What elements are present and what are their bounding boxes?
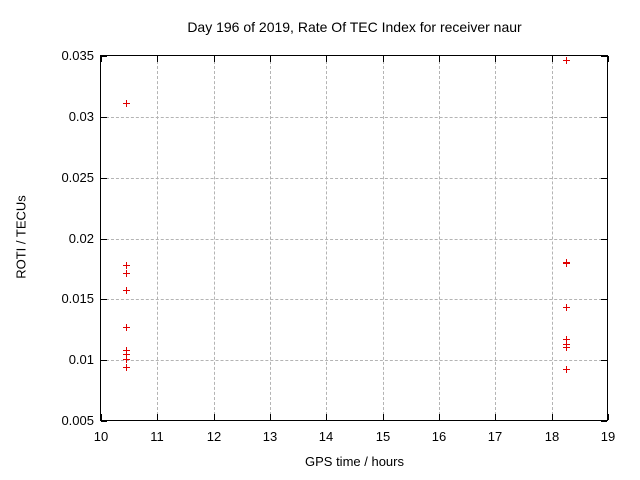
gridline-vertical (270, 56, 271, 420)
x-tick-mark (101, 414, 102, 420)
data-point (123, 364, 130, 371)
x-tick-mark (270, 414, 271, 420)
data-point (123, 270, 130, 277)
y-tick-mark (101, 239, 107, 240)
y-tick-label: 0.03 (68, 109, 94, 124)
y-tick-mark (101, 178, 107, 179)
x-tick-mark (608, 414, 609, 420)
x-tick-mark (326, 56, 327, 62)
gridline-horizontal (101, 360, 607, 361)
gridline-vertical (383, 56, 384, 420)
x-tick-label: 17 (487, 429, 503, 444)
data-point (123, 287, 130, 294)
x-tick-mark (326, 414, 327, 420)
y-tick-mark (601, 421, 607, 422)
x-tick-label: 13 (262, 429, 278, 444)
y-tick-mark (101, 299, 107, 300)
data-point (563, 260, 570, 267)
x-tick-mark (552, 56, 553, 62)
x-tick-mark (383, 414, 384, 420)
data-point (563, 336, 570, 343)
x-tick-mark (157, 414, 158, 420)
x-tick-mark (495, 414, 496, 420)
data-point (563, 57, 570, 64)
data-point (123, 351, 130, 358)
y-tick-label: 0.005 (61, 413, 94, 428)
x-tick-label: 14 (318, 429, 334, 444)
data-point (123, 100, 130, 107)
gridline-vertical (326, 56, 327, 420)
x-tick-mark (552, 414, 553, 420)
x-tick-label: 19 (600, 429, 616, 444)
x-tick-mark (608, 56, 609, 62)
x-tick-label: 11 (150, 429, 164, 444)
x-tick-mark (439, 414, 440, 420)
y-tick-label: 0.025 (61, 170, 94, 185)
gridline-vertical (439, 56, 440, 420)
y-tick-label: 0.01 (68, 352, 94, 367)
y-tick-mark (101, 117, 107, 118)
data-point (563, 344, 570, 351)
data-point (123, 356, 130, 363)
gridline-vertical (552, 56, 553, 420)
x-tick-mark (214, 56, 215, 62)
data-point (123, 324, 130, 331)
y-tick-mark (101, 360, 107, 361)
data-point (123, 347, 130, 354)
y-tick-mark (601, 56, 607, 57)
plot-area (100, 55, 609, 422)
x-tick-label: 18 (544, 429, 560, 444)
x-tick-mark (439, 56, 440, 62)
y-tick-mark (601, 178, 607, 179)
gridline-horizontal (101, 117, 607, 118)
x-tick-mark (157, 56, 158, 62)
x-tick-label: 16 (431, 429, 447, 444)
gridline-horizontal (101, 239, 607, 240)
gridline-vertical (495, 56, 496, 420)
data-point (563, 366, 570, 373)
x-tick-mark (270, 56, 271, 62)
x-tick-label: 15 (375, 429, 391, 444)
data-point (563, 304, 570, 311)
gridline-horizontal (101, 299, 607, 300)
y-tick-mark (601, 299, 607, 300)
y-tick-label: 0.035 (61, 48, 94, 63)
x-tick-label: 10 (93, 429, 109, 444)
y-tick-mark (601, 360, 607, 361)
x-axis-label: GPS time / hours (305, 454, 404, 469)
data-point (123, 262, 130, 269)
gridline-horizontal (101, 178, 607, 179)
x-tick-label: 12 (206, 429, 222, 444)
y-tick-mark (601, 117, 607, 118)
y-tick-mark (101, 56, 107, 57)
y-tick-mark (601, 239, 607, 240)
y-tick-mark (101, 421, 107, 422)
x-tick-mark (383, 56, 384, 62)
y-tick-label: 0.015 (61, 291, 94, 306)
chart-title: Day 196 of 2019, Rate Of TEC Index for r… (187, 19, 522, 35)
y-tick-label: 0.02 (68, 231, 94, 246)
gridline-vertical (157, 56, 158, 420)
x-tick-mark (495, 56, 496, 62)
gridline-vertical (214, 56, 215, 420)
x-tick-mark (214, 414, 215, 420)
x-tick-mark (101, 56, 102, 62)
